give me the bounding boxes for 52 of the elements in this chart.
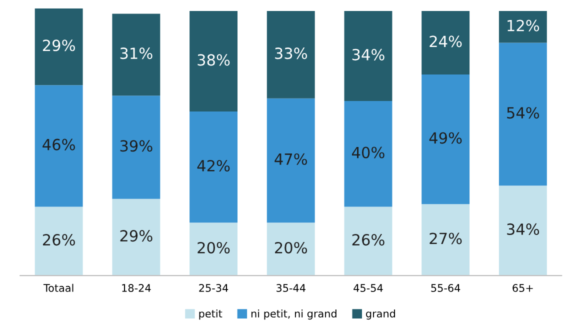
bar bbox=[266, 11, 315, 98]
data-label: 49% bbox=[429, 132, 462, 144]
bar bbox=[498, 11, 547, 43]
bar bbox=[422, 11, 470, 75]
legend-label: petit bbox=[199, 309, 222, 320]
bar bbox=[266, 98, 315, 223]
data-label: 42% bbox=[197, 160, 230, 172]
bar bbox=[422, 74, 470, 204]
bar bbox=[112, 96, 160, 199]
bar bbox=[112, 14, 160, 96]
bar bbox=[34, 85, 83, 207]
x-tick-label: 65+ bbox=[512, 284, 533, 292]
bar bbox=[34, 206, 83, 276]
x-tick-label: 25-34 bbox=[199, 284, 228, 292]
data-label: 20% bbox=[198, 242, 230, 254]
data-label: 12% bbox=[508, 20, 540, 32]
bar bbox=[344, 206, 392, 276]
data-label: 47% bbox=[274, 153, 308, 165]
x-tick-label: Totaal bbox=[43, 284, 74, 292]
bar bbox=[498, 42, 547, 186]
x-tick-label: 45-54 bbox=[354, 284, 383, 292]
data-label: 24% bbox=[430, 36, 462, 48]
data-label: 34% bbox=[352, 48, 384, 60]
x-tick-label: 18-24 bbox=[122, 284, 151, 292]
bar bbox=[422, 204, 470, 276]
bar bbox=[34, 8, 83, 86]
data-label: 54% bbox=[507, 107, 540, 119]
legend-label: ni petit, ni grand bbox=[251, 309, 336, 320]
x-tick-label: 35-44 bbox=[276, 284, 306, 292]
bar bbox=[190, 222, 238, 276]
data-label: 27% bbox=[430, 232, 462, 244]
bar bbox=[190, 112, 238, 223]
data-label: 39% bbox=[120, 140, 152, 152]
data-label: 46% bbox=[42, 138, 75, 150]
data-label: 33% bbox=[275, 48, 308, 60]
data-label: 31% bbox=[120, 48, 152, 60]
legend-label: grand bbox=[366, 309, 395, 320]
data-label: 34% bbox=[507, 223, 540, 235]
data-label: 29% bbox=[42, 40, 75, 52]
data-label: 29% bbox=[120, 230, 152, 242]
bar bbox=[498, 186, 547, 276]
x-tick-label: 55-64 bbox=[431, 284, 460, 292]
bar bbox=[190, 11, 238, 112]
bar bbox=[112, 198, 160, 276]
bar bbox=[344, 11, 392, 101]
bar bbox=[266, 222, 315, 276]
data-label: 40% bbox=[352, 146, 384, 158]
data-label: 26% bbox=[352, 234, 384, 246]
data-label: 38% bbox=[198, 54, 230, 66]
data-label: 20% bbox=[275, 242, 308, 254]
data-label: 26% bbox=[42, 234, 75, 246]
bar bbox=[344, 100, 392, 207]
